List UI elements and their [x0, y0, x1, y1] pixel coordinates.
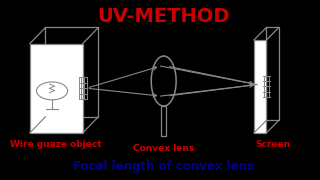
Polygon shape	[254, 40, 266, 133]
Text: Convex lens: Convex lens	[133, 144, 194, 153]
Polygon shape	[30, 44, 83, 133]
Text: Focal length of convex lens: Focal length of convex lens	[73, 160, 254, 173]
Text: UV-METHOD: UV-METHOD	[97, 7, 230, 26]
Text: Screen: Screen	[255, 140, 290, 149]
Bar	[161, 106, 166, 136]
Text: Wire guaze object: Wire guaze object	[11, 140, 102, 149]
